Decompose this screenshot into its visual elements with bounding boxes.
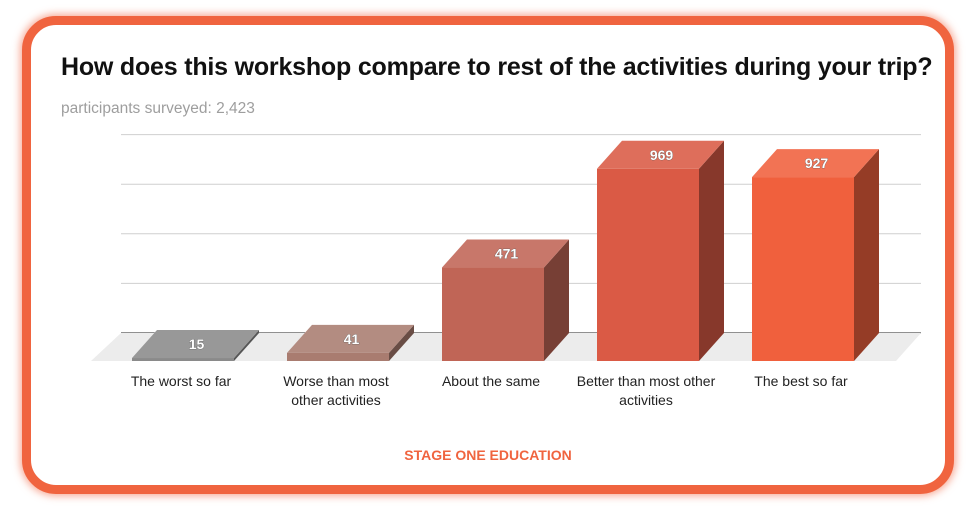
bar-side	[544, 239, 569, 361]
bar-data-label: 15	[189, 336, 205, 352]
chart-title: How does this workshop compare to rest o…	[61, 53, 933, 81]
category-label: The worst so far	[131, 373, 232, 389]
category-label-line: activities	[619, 392, 673, 408]
category-label-line: other activities	[291, 392, 380, 408]
category-label-line: About the same	[442, 373, 540, 389]
category-label-line: The worst so far	[131, 373, 232, 389]
bar-front	[752, 177, 854, 361]
bar-top	[287, 324, 414, 353]
bar-side	[854, 149, 879, 361]
bar-top	[752, 149, 879, 178]
category-label-line: Better than most other	[577, 373, 716, 389]
bar-front	[597, 168, 699, 361]
bar-front	[132, 358, 234, 361]
category-label: The best so far	[754, 373, 848, 389]
bar-top	[597, 140, 724, 169]
bar-chart: 15 The worst so far 41 Worse than most other…	[91, 134, 921, 408]
bar-top	[442, 239, 569, 268]
category-label: Better than most other activities	[577, 373, 716, 408]
bar-data-label: 41	[344, 331, 360, 347]
bar-data-label: 471	[495, 246, 519, 262]
category-label: About the same	[442, 373, 540, 389]
bar-side	[699, 140, 724, 361]
category-label: Worse than most other activities	[283, 373, 389, 408]
category-label-line: Worse than most	[283, 373, 389, 389]
category-label-line: The best so far	[754, 373, 848, 389]
brand-footer: STAGE ONE EDUCATION	[404, 447, 572, 463]
bar-top	[132, 330, 259, 359]
bar-front	[287, 352, 389, 361]
bar-side	[389, 324, 414, 361]
chart-subtitle: participants surveyed: 2,423	[61, 100, 255, 117]
bar-data-label: 927	[805, 155, 829, 171]
bar-side	[234, 330, 259, 361]
bar-data-label: 969	[650, 147, 674, 163]
bar-front	[442, 267, 544, 361]
chart-card: How does this workshop compare to rest o…	[22, 16, 954, 494]
